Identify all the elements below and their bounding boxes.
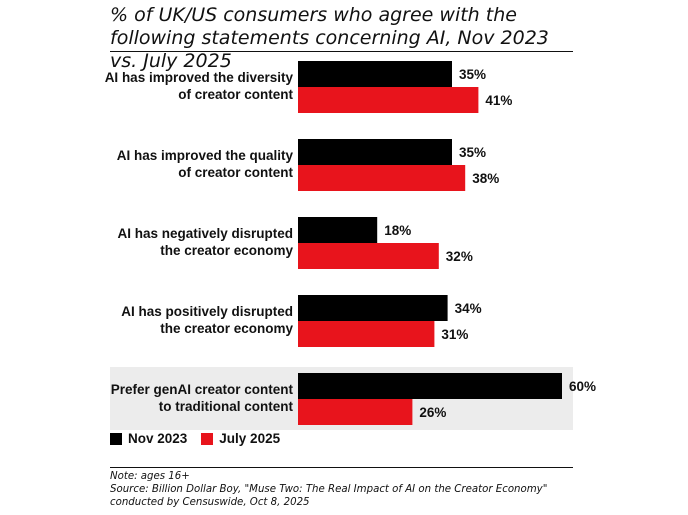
legend-swatch-nov-2023 [110, 432, 122, 445]
legend-label-july-2025: July 2025 [219, 431, 281, 446]
category-label: the creator economy [160, 321, 293, 336]
title-divider [110, 51, 573, 52]
data-label: 18% [384, 223, 411, 238]
legend: Nov 2023 July 2025 [110, 431, 294, 446]
category-label: Prefer genAI creator content [111, 382, 294, 397]
bar-nov-2023 [298, 373, 562, 399]
footer-source-line-1: Source: Billion Dollar Boy, "Muse Two: T… [110, 484, 548, 495]
data-label: 26% [419, 405, 446, 420]
data-label: 60% [569, 379, 596, 394]
bar-nov-2023 [298, 295, 448, 321]
bar-nov-2023 [298, 217, 378, 243]
category-label: of creator content [178, 87, 293, 102]
legend-swatch-july-2025 [201, 432, 214, 445]
bar-july-2025 [298, 243, 439, 269]
footer-source-line-2: conducted by Censuswide, Oct 8, 2025 [110, 497, 310, 508]
category-label: to traditional content [159, 399, 294, 414]
footer-note: Note: ages 16+ [110, 471, 190, 482]
legend-label-nov-2023: Nov 2023 [128, 431, 188, 446]
bar-july-2025 [298, 321, 435, 347]
bar-july-2025 [298, 87, 479, 113]
data-label: 31% [441, 327, 468, 342]
footer: Note: ages 16+ Source: Billion Dollar Bo… [110, 470, 580, 509]
bar-chart: AI has improved the diversity of creator … [105, 61, 596, 430]
category-label: AI has improved the quality [117, 148, 294, 163]
category-label: of creator content [178, 165, 293, 180]
data-label: 32% [446, 249, 473, 264]
legend-item-nov-2023: Nov 2023 [110, 431, 187, 446]
chart-title: % of UK/US consumers who agree with the … [110, 4, 549, 72]
footer-divider [110, 467, 573, 468]
bar-july-2025 [298, 399, 413, 425]
data-label: 41% [485, 93, 512, 108]
data-label: 35% [459, 67, 486, 82]
legend-item-july-2025: July 2025 [201, 431, 280, 446]
data-label: 34% [455, 301, 482, 316]
bar-july-2025 [298, 165, 466, 191]
bar-nov-2023 [298, 61, 452, 87]
category-label: the creator economy [160, 243, 293, 258]
data-label: 38% [472, 171, 499, 186]
bar-nov-2023 [298, 139, 452, 165]
data-label: 35% [459, 145, 486, 160]
category-label: AI has negatively disrupted [117, 226, 293, 241]
category-label: AI has positively disrupted [121, 304, 293, 319]
category-label: AI has improved the diversity [105, 70, 294, 85]
